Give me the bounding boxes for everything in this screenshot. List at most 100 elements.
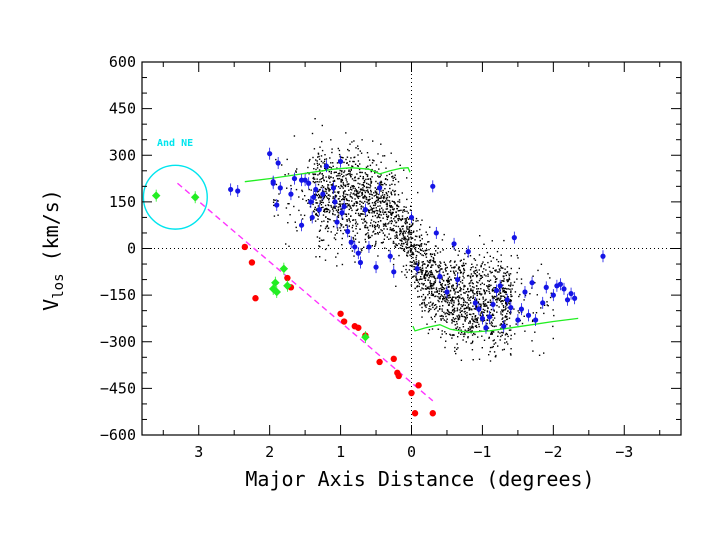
background-star — [295, 188, 298, 191]
background-star — [418, 263, 420, 265]
background-star — [322, 177, 324, 179]
background-star — [326, 207, 328, 210]
background-star — [475, 269, 478, 271]
background-star — [431, 304, 433, 306]
background-star — [332, 212, 334, 215]
background-star — [316, 236, 319, 238]
background-star — [483, 290, 486, 293]
background-star — [379, 216, 381, 219]
background-star — [463, 258, 465, 261]
background-star — [284, 174, 286, 176]
background-star — [333, 237, 336, 239]
background-star — [390, 219, 393, 222]
background-star — [409, 241, 412, 243]
background-star — [470, 280, 472, 282]
background-star — [459, 309, 461, 311]
background-star — [365, 198, 367, 200]
background-star — [377, 182, 379, 185]
background-star — [476, 321, 479, 324]
background-star — [502, 284, 504, 286]
background-star — [449, 294, 451, 296]
background-star — [348, 173, 350, 175]
background-star — [329, 166, 331, 168]
background-star — [477, 336, 479, 338]
background-star — [434, 261, 436, 263]
background-star — [318, 181, 320, 183]
background-star — [407, 212, 409, 214]
background-star — [370, 191, 372, 193]
background-star — [328, 177, 331, 180]
background-star — [500, 335, 502, 338]
background-star — [454, 260, 456, 262]
y-axis-label: Vlos (km/s) — [39, 189, 67, 311]
background-star — [420, 234, 423, 236]
y-tick-label: −150 — [100, 286, 136, 304]
y-tick-label: 0 — [127, 240, 136, 258]
background-star — [459, 290, 462, 292]
background-star — [361, 193, 364, 195]
background-star — [334, 234, 336, 236]
background-star — [324, 154, 326, 156]
background-star — [496, 277, 498, 280]
background-star — [508, 278, 511, 281]
background-star — [449, 300, 452, 302]
background-star — [319, 200, 321, 202]
red-point — [284, 274, 291, 282]
background-star — [304, 195, 306, 197]
background-star — [510, 282, 512, 284]
background-star — [337, 214, 340, 216]
background-star — [493, 287, 495, 289]
background-star — [389, 237, 392, 240]
background-star — [308, 160, 310, 162]
background-star — [394, 245, 396, 247]
background-star — [421, 295, 423, 298]
background-star — [368, 196, 371, 198]
background-star — [471, 318, 474, 320]
background-star — [392, 177, 394, 179]
background-star — [451, 300, 453, 302]
background-star — [446, 309, 449, 311]
background-star — [493, 351, 496, 353]
background-star — [535, 312, 538, 314]
background-star — [485, 269, 487, 271]
background-star — [343, 184, 345, 187]
background-star — [341, 208, 344, 210]
background-star — [428, 286, 430, 288]
background-star — [386, 208, 389, 210]
background-star — [429, 260, 432, 262]
background-star — [417, 296, 419, 298]
background-star — [337, 212, 340, 214]
blue-point — [568, 290, 574, 297]
background-star — [469, 255, 472, 257]
red-point — [415, 382, 422, 389]
background-star — [453, 320, 456, 323]
background-star — [371, 194, 373, 196]
background-star — [546, 301, 548, 303]
background-star — [440, 287, 442, 290]
background-star — [345, 132, 347, 134]
background-star — [433, 277, 436, 279]
y-label-space — [39, 261, 63, 273]
background-star — [338, 177, 341, 180]
background-star — [322, 214, 325, 216]
background-star — [359, 150, 361, 152]
background-star — [333, 205, 335, 208]
background-star — [428, 241, 430, 243]
background-star — [474, 318, 476, 320]
background-star — [419, 239, 421, 242]
background-star — [448, 285, 450, 288]
background-star — [494, 342, 497, 344]
background-star — [458, 314, 460, 316]
background-star — [462, 273, 464, 275]
background-star — [440, 262, 442, 264]
background-star — [368, 159, 371, 161]
background-star — [337, 209, 339, 212]
background-star — [343, 198, 346, 201]
background-star — [323, 179, 325, 181]
background-star — [434, 278, 437, 280]
background-star — [392, 189, 394, 192]
background-star — [369, 185, 372, 187]
background-star — [422, 261, 424, 263]
background-star — [425, 270, 427, 272]
x-tick-label: −3 — [615, 443, 633, 461]
